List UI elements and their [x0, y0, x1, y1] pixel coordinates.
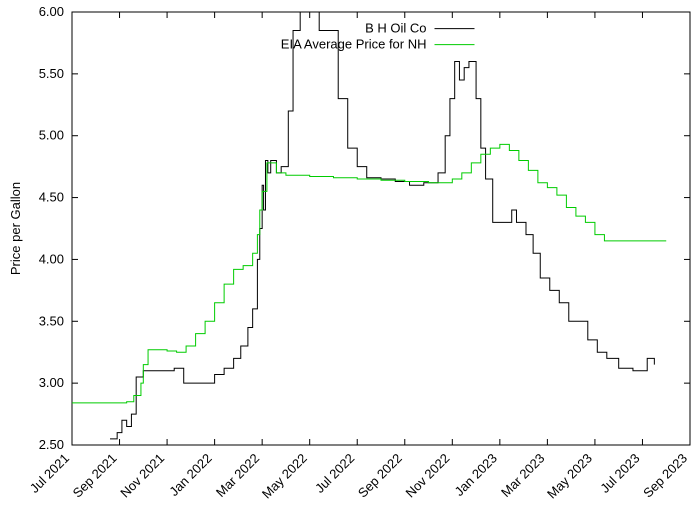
x-tick-label: Nov 2021 [117, 451, 167, 501]
y-tick-label: 5.00 [39, 128, 64, 143]
x-tick-label: May 2022 [259, 451, 310, 502]
y-tick-label: 5.50 [39, 66, 64, 81]
x-tick-label: Mar 2022 [213, 451, 262, 500]
y-axis-title: Price per Gallon [8, 182, 23, 275]
y-tick-label: 4.00 [39, 251, 64, 266]
y-tick-label: 6.00 [39, 4, 64, 19]
x-tick-label: Jul 2023 [597, 451, 642, 496]
x-tick-label: Mar 2023 [498, 451, 547, 500]
x-tick-label: Jan 2023 [452, 451, 500, 499]
x-tick-label: Sep 2022 [355, 451, 405, 501]
series-line [72, 144, 666, 403]
plot-border [72, 12, 690, 445]
x-tick-label: Jul 2022 [312, 451, 357, 496]
x-tick-label: May 2023 [544, 451, 595, 502]
x-tick-label: Jan 2022 [166, 451, 214, 499]
y-tick-label: 3.00 [39, 375, 64, 390]
series-line [110, 0, 654, 439]
chart-svg: 2.50 3.00 3.50 4.00 4.50 5.00 5.50 6.00 Price pe… [0, 0, 700, 525]
y-tick-label: 4.50 [39, 190, 64, 205]
x-tick-label: Sep 2021 [70, 451, 120, 501]
x-tick-label: Jul 2021 [27, 451, 72, 496]
legend-label: B H Oil Co [365, 21, 426, 36]
price-chart: 2.50 3.00 3.50 4.00 4.50 5.00 5.50 6.00 Price pe… [0, 0, 700, 525]
y-tick-label: 3.50 [39, 313, 64, 328]
x-tick-label: Nov 2022 [402, 451, 452, 501]
x-tick-label: Sep 2023 [640, 451, 690, 501]
legend-label: EIA Average Price for NH [281, 37, 427, 52]
y-tick-label: 2.50 [39, 437, 64, 452]
